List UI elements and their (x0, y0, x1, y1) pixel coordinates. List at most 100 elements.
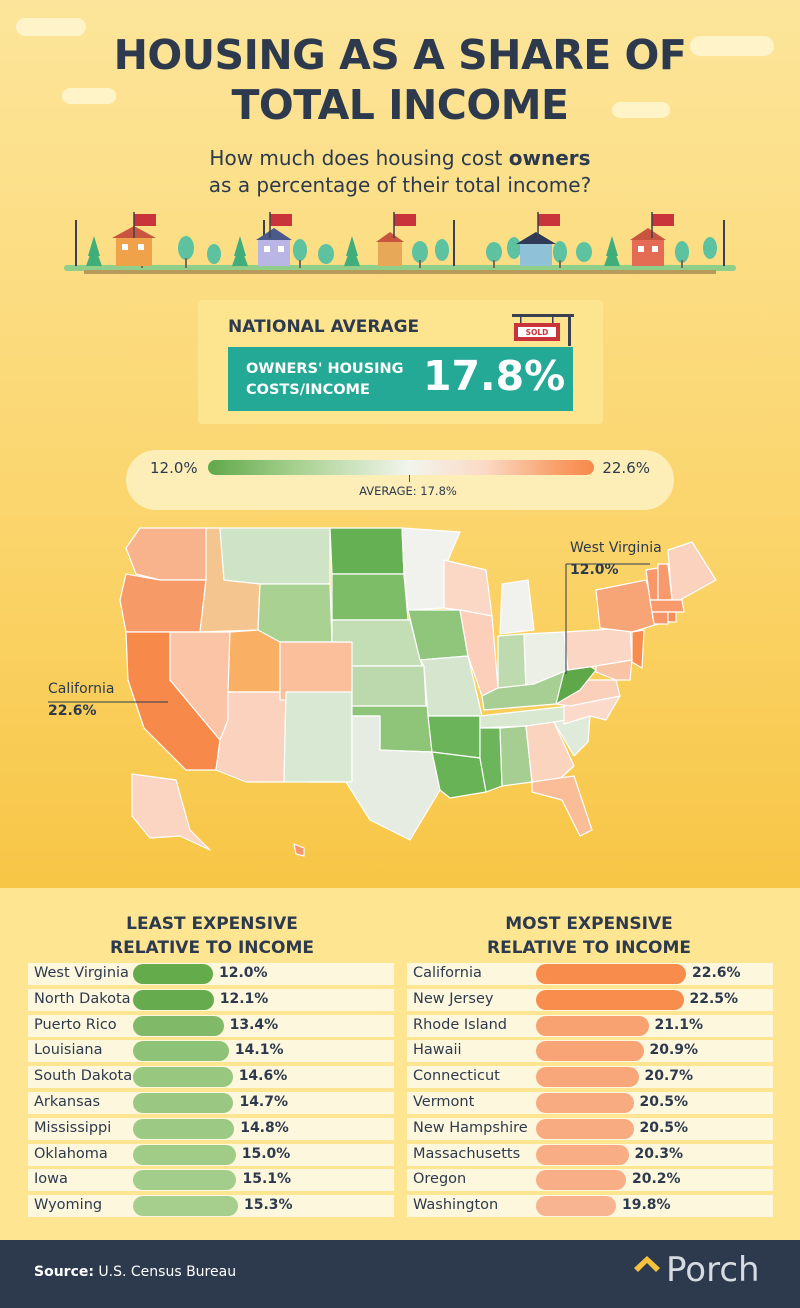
metric-label-line-2: COSTS/INCOME (246, 382, 370, 398)
table-row: South Dakota 14.6% (28, 1066, 394, 1089)
state-new-jersey (631, 629, 645, 669)
footer: Source: U.S. Census Bureau Porch (0, 1240, 800, 1308)
state-maryland (595, 659, 633, 681)
most-expensive-bar-chart: California 22.6% New Jersey 22.5% Rhode Isla… (407, 963, 773, 1221)
bar-value-label: 13.4% (229, 1016, 279, 1033)
metric-label-line-1: OWNERS' HOUSING (246, 361, 404, 377)
bar-category-label: Hawaii (413, 1042, 462, 1059)
metric-label: OWNERS' HOUSING COSTS/INCOME (246, 359, 426, 401)
cloud (612, 102, 670, 118)
national-average-metric: OWNERS' HOUSING COSTS/INCOME 17.8% (228, 347, 573, 411)
source-note: Source: U.S. Census Bureau (34, 1264, 236, 1280)
bar (133, 1092, 234, 1113)
legend-average-tick (409, 475, 410, 482)
subtitle-bold: owners (508, 146, 591, 170)
bar-category-label: Washington (413, 1197, 499, 1214)
table-row: Louisiana 14.1% (28, 1040, 394, 1063)
bar-category-label: Puerto Rico (34, 1016, 117, 1033)
bar (133, 1015, 224, 1036)
bar (133, 1144, 236, 1165)
bar-value-label: 20.5% (639, 1093, 689, 1110)
sold-sign-icon: SOLD (512, 314, 574, 346)
bar (536, 1196, 616, 1217)
bar-category-label: Connecticut (413, 1068, 500, 1085)
bar-category-label: Oregon (413, 1171, 467, 1188)
bar-value-label: 14.1% (234, 1042, 284, 1059)
state-indiana (497, 633, 527, 689)
table-row: Arkansas 14.7% (28, 1091, 394, 1114)
bar-value-label: 14.7% (239, 1093, 289, 1110)
bar-value-label: 20.9% (649, 1042, 699, 1059)
bar (133, 1118, 235, 1139)
bar (133, 1196, 238, 1217)
bar-category-label: New Hampshire (413, 1119, 528, 1136)
bar-category-label: Iowa (34, 1171, 68, 1188)
state-massachusetts (649, 599, 685, 613)
table-row: Iowa 15.1% (28, 1169, 394, 1192)
bar-value-label: 20.3% (634, 1145, 684, 1162)
bar-value-label: 21.1% (654, 1016, 704, 1033)
bar-value-label: 12.1% (219, 990, 269, 1007)
table-row: Oregon 20.2% (407, 1169, 773, 1192)
bar (536, 1118, 634, 1139)
legend-max: 22.6% (602, 459, 650, 477)
bar-category-label: West Virginia (34, 965, 129, 981)
bar (536, 1041, 644, 1062)
bar-category-label: Rhode Island (413, 1016, 508, 1033)
table-row: Washington 19.8% (407, 1195, 773, 1218)
state-georgia (525, 721, 575, 785)
bar-category-label: Oklahoma (34, 1145, 108, 1162)
most-expensive-title: MOST EXPENSIVE RELATIVE TO INCOME (419, 912, 759, 960)
legend-min: 12.0% (150, 459, 198, 477)
cloud (16, 18, 86, 36)
table-row: West Virginia 12.0% (28, 963, 394, 985)
bar-category-label: Mississippi (34, 1119, 112, 1136)
subtitle-text: How much does housing cost (209, 146, 509, 170)
table-row: North Dakota 12.1% (28, 988, 394, 1011)
state-rhode-island (667, 611, 677, 623)
legend-average-label: AVERAGE: 17.8% (359, 484, 457, 498)
state-texas (309, 715, 441, 841)
legend-gradient-bar (208, 460, 594, 475)
bar (536, 1015, 649, 1036)
state-new-york (595, 579, 659, 633)
state-washington (125, 527, 211, 581)
bar-value-label: 15.0% (241, 1145, 291, 1162)
brand-name: Porch (666, 1250, 760, 1290)
state-louisiana (431, 751, 487, 799)
table-row: California 22.6% (407, 963, 773, 985)
color-scale-legend: 12.0% 22.6% AVERAGE: 17.8% (126, 450, 674, 510)
state-maine (667, 541, 717, 601)
least-expensive-title-line-2: RELATIVE TO INCOME (110, 938, 314, 958)
state-alaska (131, 773, 211, 851)
bar-value-label: 19.8% (622, 1197, 671, 1214)
title-line-2: TOTAL INCOME (231, 81, 569, 129)
cloud (690, 36, 774, 56)
neighborhood-illustration (64, 212, 736, 274)
bar-category-label: Louisiana (34, 1042, 103, 1059)
state-new-mexico (283, 691, 353, 783)
bar-value-label: 20.5% (639, 1119, 689, 1136)
state-kansas (351, 665, 427, 707)
table-row: Wyoming 15.3% (28, 1195, 394, 1218)
national-average-card: NATIONAL AVERAGE SOLD OWNERS' HOUSING CO… (198, 300, 603, 424)
state-oregon (119, 573, 207, 633)
bar-value-label: 22.6% (692, 965, 741, 981)
bar (536, 1092, 634, 1113)
callout-west-virginia-name: West Virginia (570, 540, 662, 556)
bar-value-label: 22.5% (689, 990, 739, 1007)
bar-category-label: New Jersey (413, 990, 494, 1007)
bar (536, 964, 686, 984)
porch-logo-icon (634, 1256, 660, 1272)
table-row: Puerto Rico 13.4% (28, 1014, 394, 1037)
table-row: Hawaii 20.9% (407, 1040, 773, 1063)
bar (133, 964, 213, 984)
bar-category-label: California (413, 965, 482, 981)
callout-california-value: 22.6% (48, 703, 97, 719)
state-wisconsin (443, 559, 493, 617)
callout-west-virginia: West Virginia 12.0% (570, 540, 662, 578)
state-south-dakota (331, 573, 409, 621)
cloud (62, 88, 116, 104)
table-row: Mississippi 14.8% (28, 1117, 394, 1140)
state-arkansas (427, 715, 481, 759)
